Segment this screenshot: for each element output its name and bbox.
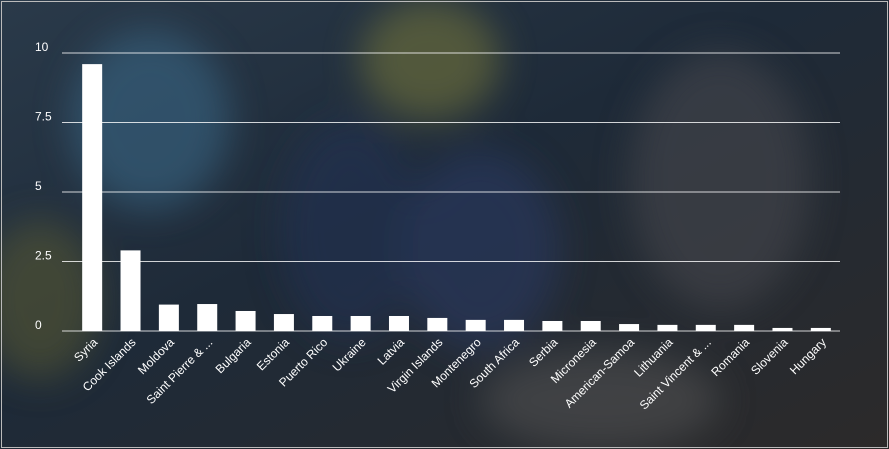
bar bbox=[504, 319, 525, 331]
bar bbox=[158, 304, 179, 331]
bar bbox=[810, 327, 831, 331]
bar bbox=[82, 64, 103, 332]
y-tick-label: 0 bbox=[35, 318, 42, 332]
bar bbox=[580, 320, 601, 331]
background-photo bbox=[0, 0, 810, 449]
bar bbox=[350, 315, 371, 331]
bar bbox=[427, 317, 448, 331]
bar bbox=[235, 310, 256, 331]
bar bbox=[772, 327, 793, 331]
bar bbox=[542, 320, 563, 331]
bar bbox=[273, 314, 294, 331]
bar bbox=[619, 324, 640, 331]
y-tick-label: 5 bbox=[35, 179, 42, 193]
bar bbox=[312, 315, 333, 331]
bar bbox=[695, 324, 716, 331]
y-tick-label: 2.5 bbox=[35, 249, 52, 263]
bar bbox=[388, 315, 409, 331]
y-tick-label: 10 bbox=[35, 40, 49, 54]
bar bbox=[734, 324, 755, 331]
bar bbox=[465, 319, 486, 331]
bar bbox=[657, 324, 678, 331]
y-tick-label: 7.5 bbox=[35, 110, 52, 124]
bar bbox=[120, 250, 141, 331]
bar bbox=[197, 304, 218, 331]
